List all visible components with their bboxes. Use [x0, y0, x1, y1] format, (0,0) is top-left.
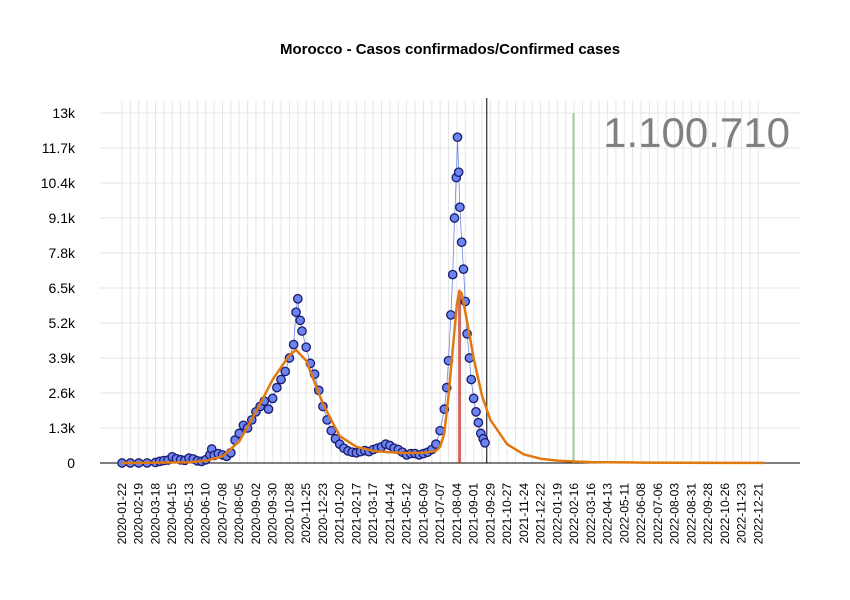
x-tick-label: 2022-06-08 — [634, 483, 648, 545]
x-tick-label: 2022-03-16 — [584, 483, 598, 545]
data-point — [456, 237, 467, 248]
x-tick-label: 2020-07-08 — [215, 483, 229, 545]
data-point — [292, 293, 303, 304]
data-point — [291, 307, 301, 318]
x-tick-label: 2020-03-18 — [148, 483, 162, 545]
x-tick-label: 2021-04-14 — [383, 483, 397, 545]
observed-series-line — [122, 137, 486, 464]
y-tick-label: 9.1k — [49, 210, 76, 226]
y-tick-label: 5.2k — [49, 315, 76, 331]
x-tick-label: 2020-10-28 — [282, 483, 296, 545]
y-tick-label: 6.5k — [49, 280, 76, 296]
data-point — [473, 417, 484, 428]
data-point — [449, 213, 460, 223]
x-tick-label: 2022-07-06 — [651, 483, 665, 545]
x-tick-label: 2020-06-10 — [199, 483, 213, 545]
x-tick-label: 2020-05-13 — [182, 483, 196, 545]
y-tick-label: 11.7k — [42, 140, 76, 156]
data-point — [453, 167, 464, 178]
data-point — [447, 269, 458, 280]
data-point — [301, 342, 312, 353]
x-tick-label: 2020-08-05 — [232, 483, 246, 545]
x-tick-label: 2021-06-09 — [416, 483, 430, 545]
x-tick-label: 2020-01-22 — [115, 483, 129, 545]
x-tick-label: 2020-12-23 — [316, 483, 330, 545]
data-point — [295, 315, 306, 326]
x-tick-label: 2022-02-16 — [567, 483, 581, 545]
y-tick-label: 0 — [67, 455, 75, 471]
x-tick-label: 2021-02-17 — [349, 483, 363, 545]
x-tick-label: 2021-12-22 — [534, 483, 548, 545]
data-point — [446, 310, 456, 320]
y-tick-label: 13k — [52, 105, 76, 121]
data-point — [276, 374, 286, 385]
y-tick-label: 3.9k — [49, 350, 76, 366]
x-tick-label: 2022-11-23 — [735, 483, 749, 544]
x-tick-label: 2021-09-29 — [483, 483, 497, 545]
data-point — [288, 339, 299, 350]
x-tick-label: 2021-01-20 — [333, 483, 347, 545]
data-point — [466, 374, 477, 385]
data-point — [468, 393, 479, 404]
x-tick-label: 2020-11-25 — [299, 483, 313, 544]
fitted-curve — [121, 289, 765, 465]
x-tick-label: 2021-07-07 — [433, 483, 447, 545]
x-tick-label: 2022-08-03 — [668, 483, 682, 545]
x-tick-label: 2022-09-28 — [701, 483, 715, 545]
plot-area: 0 1.3k 2.6k 3.9k 5.2k 6.5k 7.8k 9.1k 10.4k 11.7k 1… — [41, 98, 800, 544]
x-tick-label: 2020-09-30 — [266, 483, 280, 545]
y-tick-label: 7.8k — [49, 245, 76, 261]
data-point — [471, 406, 481, 417]
x-tick-label: 2021-08-04 — [450, 483, 464, 545]
x-tick-label: 2020-02-19 — [132, 483, 146, 545]
data-point — [272, 382, 282, 393]
y-tick-label: 2.6k — [49, 385, 76, 401]
peak-bar — [458, 290, 462, 463]
x-tick-label: 2021-10-27 — [500, 483, 514, 545]
x-tick-label: 2022-04-13 — [601, 483, 615, 545]
x-tick-label: 2022-08-31 — [684, 483, 698, 545]
chart-title: Morocco - Casos confirmados/Confirmed ca… — [280, 41, 620, 58]
x-tick-label: 2021-05-12 — [400, 483, 414, 545]
y-tick-label: 1.3k — [49, 420, 76, 436]
x-tick-label: 2022-05-11 — [617, 483, 631, 544]
x-tick-label: 2021-09-01 — [467, 483, 481, 545]
data-point — [280, 366, 291, 377]
x-tick-label: 2022-12-21 — [751, 483, 765, 545]
x-tick-label: 2021-03-17 — [366, 483, 380, 545]
x-tick-label: 2020-09-02 — [249, 483, 263, 545]
data-point — [480, 437, 490, 448]
data-point — [263, 404, 274, 415]
y-tick-label: 10.4k — [41, 175, 76, 191]
data-point — [458, 264, 469, 275]
x-tick-label: 2022-10-26 — [718, 483, 732, 545]
data-point — [455, 202, 465, 213]
x-tick-label: 2020-04-15 — [165, 483, 179, 545]
data-point — [452, 132, 463, 143]
data-point — [297, 326, 307, 336]
x-tick-label: 2022-01-19 — [550, 483, 564, 545]
x-tick-label: 2021-11-24 — [517, 483, 531, 544]
data-point — [267, 393, 278, 404]
total-cases-label: 1.100.710 — [603, 109, 790, 156]
